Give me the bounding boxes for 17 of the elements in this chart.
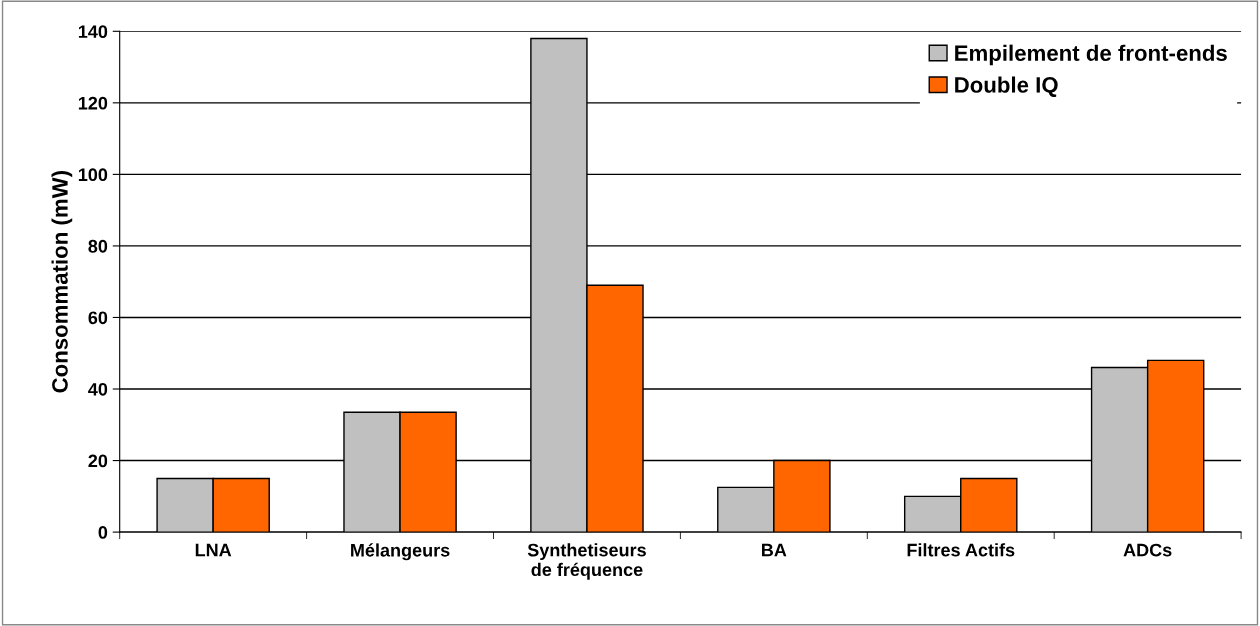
y-tick-label: 0 [98, 526, 108, 539]
x-tick-label: ADCs [1123, 543, 1172, 557]
y-tick-label: 20 [88, 454, 108, 468]
x-tick-label: Filtres Actifs [907, 543, 1015, 557]
y-tick-label: 60 [88, 311, 108, 325]
y-axis-title: Consommation (mW) [51, 171, 73, 393]
x-tick-label: Mélangeurs [351, 543, 450, 561]
y-tick-label: 40 [88, 382, 108, 396]
y-tick-label: 140 [78, 25, 108, 39]
x-tick-label: Synthetiseurs de fréquence [527, 543, 646, 580]
y-tick-label: 100 [78, 168, 108, 182]
legend-label: Double IQ [955, 76, 1058, 97]
y-tick-label: 80 [88, 239, 108, 253]
x-tick-label: BA [762, 543, 787, 557]
legend-label: Empilement de front-ends [955, 44, 1227, 66]
x-tick-label: LNA [195, 543, 232, 557]
y-tick-label: 120 [78, 96, 108, 110]
